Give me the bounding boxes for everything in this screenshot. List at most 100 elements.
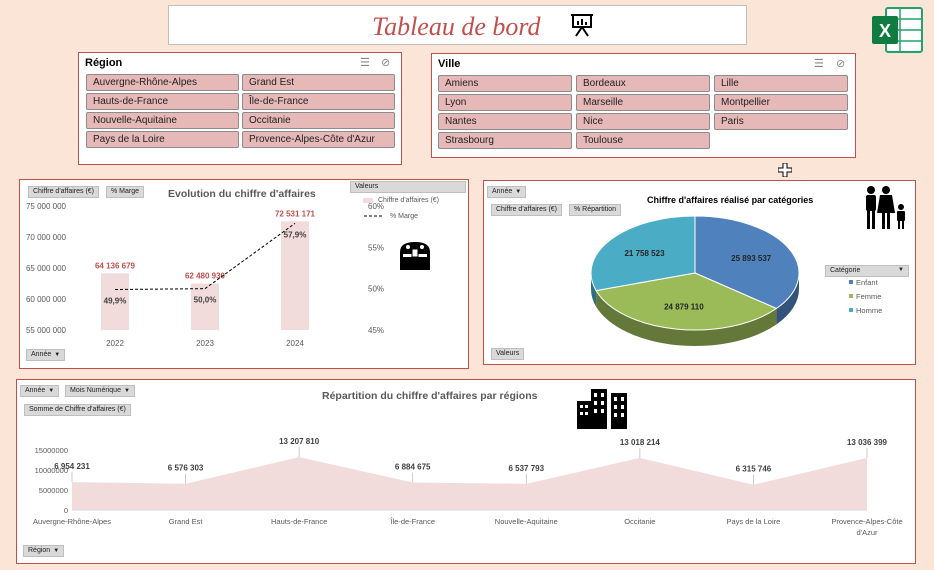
pie-data-label: 21 758 523 [624, 249, 665, 258]
x-tick-label: 2023 [196, 339, 214, 348]
area-data-label: 6 884 675 [395, 462, 431, 471]
field-button-marge[interactable]: % Marge [106, 186, 145, 198]
filter-button-annee[interactable]: Année ▼ [26, 349, 66, 361]
filter-button-annee[interactable]: Année ▼ [20, 385, 60, 397]
pie-data-label: 24 879 110 [664, 303, 704, 312]
x-tick-label: Île-de-France [389, 517, 435, 526]
field-button-ca[interactable]: Chiffre d'affaires (€) [491, 204, 562, 216]
dropdown-arrow-icon: ▼ [54, 352, 61, 358]
field-button-somme[interactable]: Somme de Chiffre d'affaires (€) [24, 404, 131, 416]
dropdown-arrow-icon: ▼ [53, 548, 60, 554]
legend-label-ca: Chiffre d'affaires (€) [378, 197, 439, 204]
categories-chart-panel: Année ▼ Chiffre d'affaires (€) % Répartit… [483, 180, 916, 365]
multi-select-icon[interactable]: ☰ [360, 57, 370, 69]
categories-chart-title: Chiffre d'affaires réalisé par catégorie… [647, 195, 814, 205]
slicer-item-ville[interactable]: Toulouse [576, 132, 710, 149]
regions-plot: 0 5000000 10000000 15000000 6 954 231 Auvergn… [33, 437, 903, 537]
legend-header-categorie[interactable]: Catégorie ▼ [825, 265, 909, 277]
ville-slicer: Ville ☰ ⊘ Amiens Bordeaux Lille Lyon Mar… [431, 53, 856, 158]
y-tick-label: 65 000 000 [26, 264, 67, 273]
region-slicer: Région ☰ ⊘ Auvergne-Rhône-Alpes Grand Es… [78, 52, 402, 165]
y-tick-label: 75 000 000 [26, 202, 67, 211]
dropdown-arrow-icon: ▼ [515, 189, 522, 195]
x-tick-label: Auvergne-Rhône-Alpes [33, 517, 111, 526]
slicer-item-ville[interactable]: Montpellier [714, 94, 848, 111]
bar-data-label: 62 480 930 [185, 272, 226, 281]
treasure-chest-icon [398, 238, 432, 277]
field-button-valeurs[interactable]: Valeurs [491, 348, 525, 360]
slicer-item-ville[interactable]: Lyon [438, 94, 572, 111]
slicer-item-region[interactable]: Pays de la Loire [86, 131, 239, 148]
slicer-item-ville[interactable]: Lille [714, 75, 848, 92]
y-tick-label: 15000000 [35, 446, 68, 455]
x-tick-label: Grand Est [169, 517, 204, 526]
filter-button-annee[interactable]: Année ▼ [487, 186, 527, 198]
x-tick-label: Provence-Alpes-Côte [831, 517, 902, 526]
pie-data-label: 25 893 537 [731, 254, 772, 263]
ville-slicer-title: Ville [438, 58, 461, 70]
y2-tick-label: 55% [368, 243, 384, 252]
field-button-ca[interactable]: Chiffre d'affaires (€) [28, 186, 99, 198]
x-tick-label: Hauts-de-France [271, 517, 327, 526]
multi-select-icon[interactable]: ☰ [814, 58, 824, 70]
slicer-item-region[interactable]: Hauts-de-France [86, 93, 239, 110]
clear-filter-icon[interactable]: ⊘ [836, 58, 846, 70]
regions-chart-title: Répartition du chiffre d'affaires par ré… [322, 390, 538, 402]
excel-icon: X [870, 6, 924, 54]
slicer-item-ville[interactable]: Strasbourg [438, 132, 572, 149]
slicer-item-ville[interactable]: Bordeaux [576, 75, 710, 92]
area-data-label: 6 537 793 [508, 464, 544, 473]
area-data-label: 13 207 810 [279, 437, 320, 446]
slicer-item-ville[interactable]: Amiens [438, 75, 572, 92]
slicer-item-region[interactable]: Grand Est [242, 74, 395, 91]
presentation-board-icon [571, 13, 593, 42]
legend-swatch [849, 308, 853, 312]
field-button-repartition[interactable]: % Répartition [569, 204, 622, 216]
evolution-legend [363, 198, 384, 217]
y-tick-label: 10000000 [35, 466, 68, 475]
bar [281, 221, 309, 330]
x-tick-label: Pays de la Loire [727, 517, 781, 526]
slicer-item-region[interactable]: Provence-Alpes-Côte d'Azur [242, 131, 395, 148]
filter-button-region[interactable]: Région ▼ [23, 545, 65, 557]
filter-button-mois[interactable]: Mois Numérique ▼ [65, 385, 135, 397]
slicer-item-region[interactable]: Île-de-France [242, 93, 395, 110]
y-tick-label: 70 000 000 [26, 233, 67, 242]
cursor-move-icon [777, 162, 793, 182]
dropdown-arrow-icon: ▼ [48, 388, 55, 394]
slicer-item-ville[interactable]: Nantes [438, 113, 572, 130]
x-tick-label: 2024 [286, 339, 304, 348]
legend-label: Homme [856, 306, 882, 315]
legend-label: Enfant [856, 278, 879, 287]
slicer-item-region[interactable]: Auvergne-Rhône-Alpes [86, 74, 239, 91]
evolution-chart-panel: Chiffre d'affaires (€) % Marge Evolution… [19, 179, 469, 369]
legend-swatch-ca [363, 198, 373, 203]
clear-filter-icon[interactable]: ⊘ [381, 57, 391, 69]
legend-header-valeurs[interactable]: Valeurs [350, 181, 466, 193]
line-data-label: 49,9% [104, 296, 127, 305]
y2-tick-label: 50% [368, 285, 384, 294]
area-data-label: 6 576 303 [168, 464, 204, 473]
pie-slice [694, 215, 800, 310]
slicer-item-ville[interactable]: Paris [714, 113, 848, 130]
y-tick-label: 0 [64, 506, 68, 515]
line-data-label: 57,9% [284, 230, 307, 239]
slicer-item-region[interactable]: Occitanie [242, 112, 395, 129]
evolution-plot: 55 000 000 60 000 000 65 000 000 70 000 000… [26, 202, 384, 348]
x-tick-label: 2022 [106, 339, 124, 348]
pie-slice-side [591, 273, 597, 307]
dropdown-arrow-icon: ▼ [123, 388, 130, 394]
slicer-item-ville[interactable]: Marseille [576, 94, 710, 111]
filter-button-label: Région [28, 547, 51, 554]
area-data-label: 13 036 399 [847, 438, 888, 447]
y2-tick-label: 60% [368, 202, 384, 211]
legend-header-label: Catégorie [830, 267, 861, 274]
slicer-item-ville[interactable]: Nice [576, 113, 710, 130]
y-tick-label: 60 000 000 [26, 295, 67, 304]
legend-swatch [849, 294, 853, 298]
bar [191, 283, 219, 330]
slicer-item-region[interactable]: Nouvelle-Aquitaine [86, 112, 239, 129]
line-data-label: 50,0% [194, 296, 217, 305]
buildings-icon [577, 389, 629, 434]
title-banner: Tableau de bord [168, 5, 747, 45]
